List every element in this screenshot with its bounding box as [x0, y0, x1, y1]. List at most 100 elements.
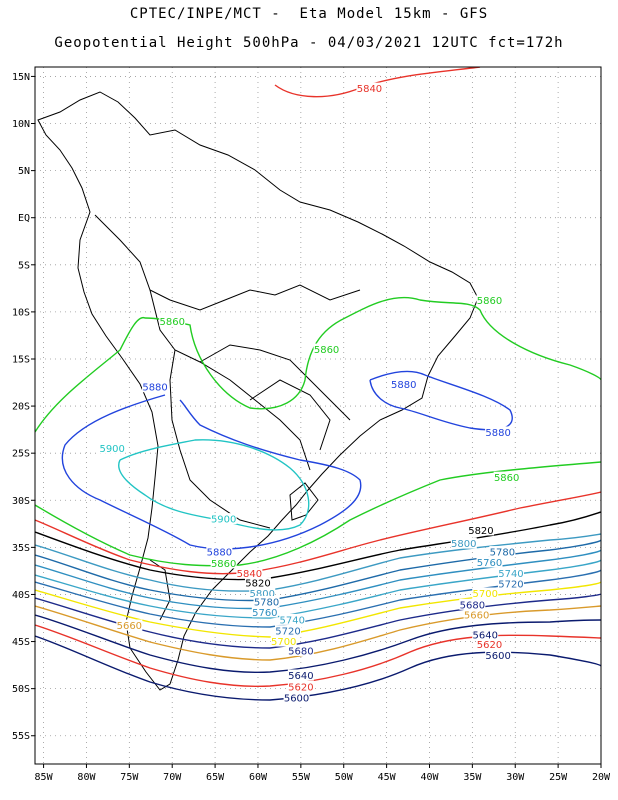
contour-label-bg — [472, 587, 499, 599]
contour-label-bg — [459, 598, 486, 610]
x-tick-label: 60W — [249, 772, 268, 783]
contour-label-bg — [244, 577, 271, 589]
contour-line — [35, 569, 601, 628]
contour-label: 5620 — [288, 682, 313, 693]
contour-label: 5840 — [357, 84, 382, 95]
y-tick-label: 50S — [12, 684, 30, 695]
contour-label: 5800 — [250, 589, 275, 600]
y-tick-label: 15S — [12, 354, 30, 365]
contour-label-bg — [142, 381, 169, 393]
contour-label-bg — [253, 595, 280, 607]
y-tick-label: 5S — [18, 260, 30, 271]
x-tick-label: 70W — [163, 772, 182, 783]
lat-lon-grid — [35, 67, 602, 764]
contour-label-bg — [489, 546, 516, 558]
contour-line — [35, 296, 601, 433]
latitude-axis: 15N 10N 5N EQ 5S 10S 15S 20S 25S 30S 35S 40S 45S 50S 5… — [12, 72, 35, 742]
contour-label: 5720 — [498, 580, 523, 591]
contour-label: 5880 — [207, 548, 232, 559]
contour-label-bg — [493, 471, 520, 483]
contour-label: 5600 — [284, 694, 309, 705]
x-tick-label: 50W — [335, 772, 354, 783]
contour-label-bg — [356, 82, 383, 94]
y-tick-label: 35S — [12, 543, 30, 554]
contour-label-bg — [210, 557, 237, 569]
map-frame — [34, 66, 602, 765]
contour-label: 5640 — [473, 630, 498, 641]
y-tick-label: 10N — [12, 119, 30, 130]
contour-label-bg — [485, 649, 512, 661]
contour-label: 5740 — [498, 569, 523, 580]
contour-line — [35, 614, 601, 673]
x-tick-label: 30W — [506, 772, 525, 783]
contour-label-bg — [274, 625, 301, 637]
y-tick-label: 45S — [12, 637, 30, 648]
contour-label-bg — [485, 426, 512, 438]
contour-label: 5840 — [237, 569, 262, 580]
x-tick-label: 35W — [463, 772, 482, 783]
x-tick-label: 55W — [292, 772, 311, 783]
contour-label: 5780 — [490, 548, 515, 559]
contour-label-bg — [497, 567, 524, 579]
contour-label-bg — [287, 644, 314, 656]
y-tick-label: 10S — [12, 307, 30, 318]
contour-label-bg — [210, 513, 237, 525]
y-tick-label: 55S — [12, 731, 30, 742]
contour-label-bg — [450, 537, 477, 549]
contour-label: 5860 — [159, 317, 184, 328]
x-tick-label: 85W — [35, 772, 54, 783]
x-tick-label: 65W — [206, 772, 225, 783]
contour-label-bg — [472, 628, 499, 640]
coastline — [37, 91, 479, 691]
y-tick-label: 30S — [12, 496, 30, 507]
contour-label-bg — [270, 635, 297, 647]
contour-line — [61, 394, 362, 550]
contour-label: 5640 — [288, 671, 313, 682]
map-title-line1: CPTEC/INPE/MCT - Eta Model 15km - GFS — [129, 6, 489, 22]
contour-line — [35, 559, 601, 619]
contour-label-bg — [206, 546, 233, 558]
contour-label: 5800 — [451, 539, 476, 550]
contour-line — [35, 581, 601, 638]
contour-label-bg — [249, 587, 276, 599]
contour-label-bg — [467, 524, 494, 536]
x-tick-label: 25W — [549, 772, 568, 783]
contour-label: 5860 — [211, 559, 236, 570]
contour-label: 5760 — [477, 558, 502, 569]
x-tick-label: 80W — [77, 772, 96, 783]
contour-label: 5740 — [280, 615, 305, 626]
contour-label: 5860 — [494, 473, 519, 484]
contour-label: 5860 — [314, 345, 339, 356]
contour-label: 5660 — [117, 621, 142, 632]
contour-line — [35, 511, 601, 581]
contour-label-bg — [279, 613, 306, 625]
contour-line — [118, 439, 310, 531]
map-title-line2: Geopotential Height 500hPa - 04/03/2021 … — [54, 35, 564, 51]
contour-label: 5760 — [252, 608, 277, 619]
contour-line — [35, 461, 601, 567]
x-tick-label: 75W — [120, 772, 139, 783]
contour-label: 5900 — [211, 515, 236, 526]
x-tick-label: 20W — [592, 772, 611, 783]
contour-label-bg — [283, 692, 310, 704]
y-tick-label: 40S — [12, 590, 30, 601]
contour-line — [35, 549, 601, 610]
contour-line — [35, 635, 601, 701]
y-tick-label: 25S — [12, 449, 30, 460]
contour-line — [35, 491, 601, 575]
contour-label-bg — [236, 567, 263, 579]
contour-label: 5620 — [477, 640, 502, 651]
contour-label: 5880 — [391, 380, 416, 391]
contour-label: 5660 — [464, 611, 489, 622]
contour-label: 5880 — [142, 383, 167, 394]
contour-label: 5880 — [485, 428, 510, 439]
y-tick-label: 15N — [12, 72, 30, 83]
contour-label: 5780 — [254, 597, 279, 608]
contour-label: 5860 — [477, 296, 502, 307]
contour-label: 5820 — [468, 526, 493, 537]
contour-label: 5720 — [275, 627, 300, 638]
contour-label-bg — [159, 315, 186, 327]
contour-label: 5600 — [485, 651, 510, 662]
